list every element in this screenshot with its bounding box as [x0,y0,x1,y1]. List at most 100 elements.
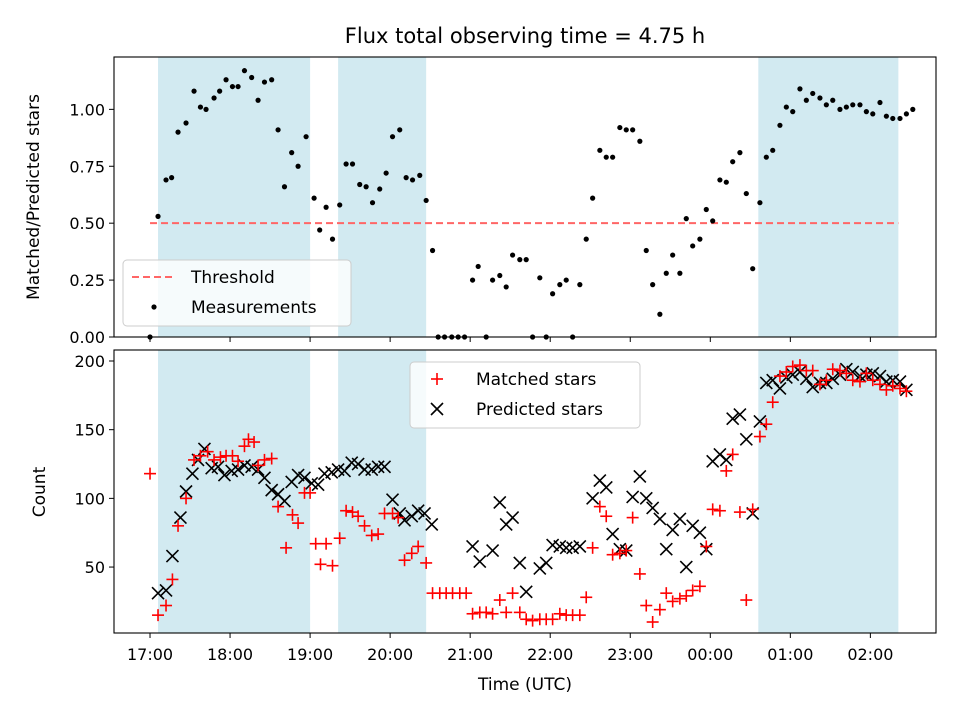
x-tick-label: 17:00 [127,645,173,664]
predicted-star-point [806,380,820,394]
predicted-star-point [291,468,305,482]
measurement-point [517,257,523,263]
matched-star-point [646,616,659,629]
measurement-point [603,154,609,160]
measurements-legend-swatch [151,304,157,310]
measurement-point [509,252,516,258]
matched-star-point [520,613,533,626]
matched-star-point [853,375,866,388]
predicted-star-point [639,491,653,505]
matched-star-point [773,370,786,383]
y-tick-label: 0.50 [69,214,105,233]
matched-star-point [238,440,251,453]
predicted-star-point [493,495,507,510]
y-tick-label: 150 [74,421,105,440]
matched-star-point [144,467,157,480]
legend-label-predicted: Predicted stars [476,400,603,420]
predicted-star-point [679,560,693,574]
matched-star-point [248,436,261,449]
shaded-interval [758,57,899,337]
measurement-point [349,161,356,167]
predicted-star-point [417,506,432,521]
predicted-star-point [411,504,425,518]
predicted-star-point [257,471,272,485]
predicted-star-point [633,469,647,483]
matched-star-point [880,383,893,396]
measurement-point [870,111,876,117]
matched-star-point [152,609,165,622]
y-tick-label: 1.00 [69,100,105,119]
measurement-point [790,109,796,115]
measurement-point [723,179,729,185]
measurement-point [489,277,496,283]
matched-star-point [706,503,719,516]
predicted-star-point [659,542,673,556]
predicted-star-point [739,432,753,446]
matched-star-point [166,573,179,586]
predicted-star-point [773,381,787,396]
predicted-star-point [265,483,279,497]
matched-star-point [226,449,239,462]
measurement-point [617,124,623,131]
measurement-point [417,172,423,178]
predicted-star-point [173,511,187,525]
matched-star-point [573,609,586,622]
measurement-point [663,270,669,276]
predicted-star-point [626,490,640,504]
predicted-star-point [646,501,660,515]
x-tick-label: 20:00 [367,645,413,664]
measurement-point [590,195,596,201]
bottom-y-axis-label: Count [30,466,50,517]
measurement-point [597,147,603,153]
measurement-point [211,95,217,101]
matched-star-point [840,367,853,380]
measurement-point [255,97,261,103]
chart-title: Flux total observing time = 4.75 h [345,24,705,48]
measurement-point [563,277,569,283]
measurement-point [863,109,869,115]
matched-star-point [713,504,726,517]
predicted-star-point [733,408,747,422]
matched-star-point [733,506,746,519]
x-axis-label: Time (UTC) [477,675,572,695]
matched-star-point [846,374,859,387]
matched-star-point [620,544,633,557]
predicted-star-point [151,586,165,600]
matched-star-point [740,594,753,607]
predicted-star-point [759,376,773,390]
matched-star-point [304,486,317,499]
measurement-point [630,127,636,133]
x-tick-label: 21:00 [447,645,493,664]
matched-star-point [506,587,519,600]
measurement-point [770,147,776,153]
matched-star-point [606,548,619,561]
matched-star-point [893,382,906,395]
matched-star-point [526,614,539,627]
measurement-point [890,115,896,122]
measurement-point [743,190,749,197]
measurement-point [637,138,643,144]
matched-star-point [333,532,346,545]
matched-star-point [680,589,693,602]
measurement-point [523,257,529,263]
measurement-point [383,170,389,176]
measurement-point [883,113,889,119]
predicted-star-point [539,556,553,570]
matched-star-point [194,449,207,462]
x-tick-label: 23:00 [607,645,653,664]
measurement-point [503,284,509,290]
matched-star-point [813,378,826,391]
measurement-point [377,186,383,192]
predicted-star-point [397,513,412,527]
measurement-point [357,181,363,188]
predicted-star-point [425,517,439,532]
matched-star-point [600,510,613,523]
predicted-star-point [159,583,173,597]
matched-star-point [160,599,173,612]
top-axes: 0.00 0.25 0.50 0.75 1.00 Matched/Predicted s… [24,56,937,347]
measurement-point [397,127,403,133]
x-tick-label: 01:00 [767,645,813,664]
measurement-point [610,154,616,160]
predicted-star-point [311,478,325,492]
measurement-point [777,122,783,128]
